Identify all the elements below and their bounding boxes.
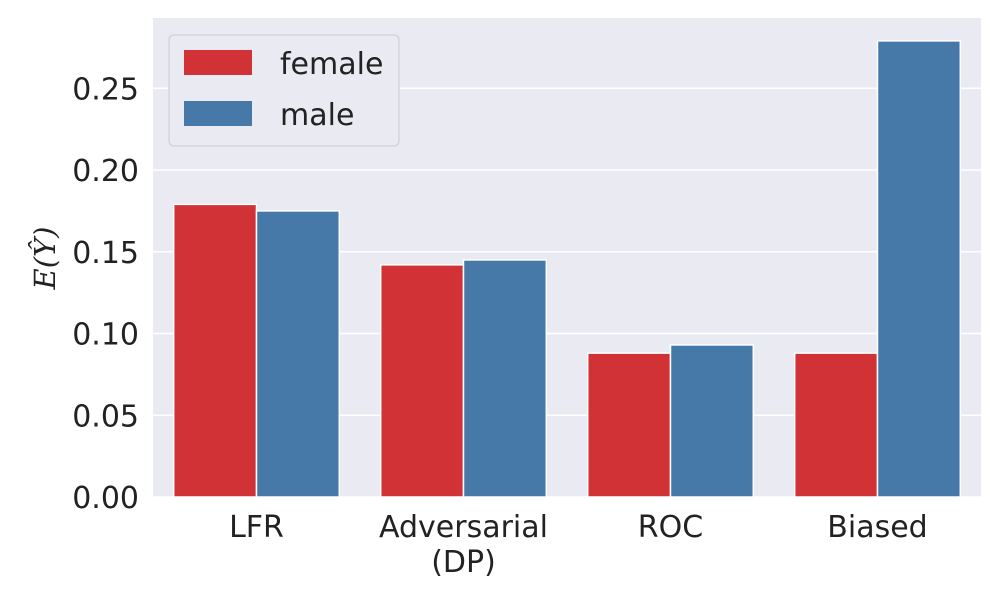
y-tick-label: 0.20: [72, 154, 139, 189]
bar-female-3: [793, 352, 879, 498]
bar-female-2: [586, 352, 672, 498]
legend-label-male: male: [280, 98, 354, 133]
y-tick-labels: 0.00 0.05 0.10 0.15 0.20 0.25: [72, 72, 139, 516]
x-tick-label: ROC: [638, 510, 703, 545]
x-tick-label: Biased: [827, 510, 927, 545]
legend-swatch-female: [184, 50, 252, 75]
x-tick-label: Adversarial (DP): [379, 510, 548, 580]
bar-female-1: [379, 264, 465, 498]
bar-male-0: [255, 210, 341, 498]
bar-female-0: [172, 203, 258, 498]
y-tick-label: 0.05: [72, 399, 139, 434]
legend-label-female: female: [280, 47, 383, 82]
legend: female male: [168, 34, 400, 147]
x-tick-label: LFR: [229, 510, 284, 545]
y-tick-label: 0.00: [72, 481, 139, 516]
y-axis-title: E(Ŷ): [27, 227, 62, 291]
y-tick-label: 0.10: [72, 318, 139, 353]
bar-male-3: [876, 40, 962, 498]
x-tick-labels: LFR Adversarial (DP) ROC Biased: [229, 510, 928, 580]
bars: [172, 40, 962, 498]
bar-male-1: [462, 259, 548, 498]
y-tick-label: 0.25: [72, 72, 139, 107]
legend-swatch-male: [184, 101, 252, 126]
bar-male-2: [669, 344, 755, 498]
y-tick-label: 0.15: [72, 236, 139, 271]
